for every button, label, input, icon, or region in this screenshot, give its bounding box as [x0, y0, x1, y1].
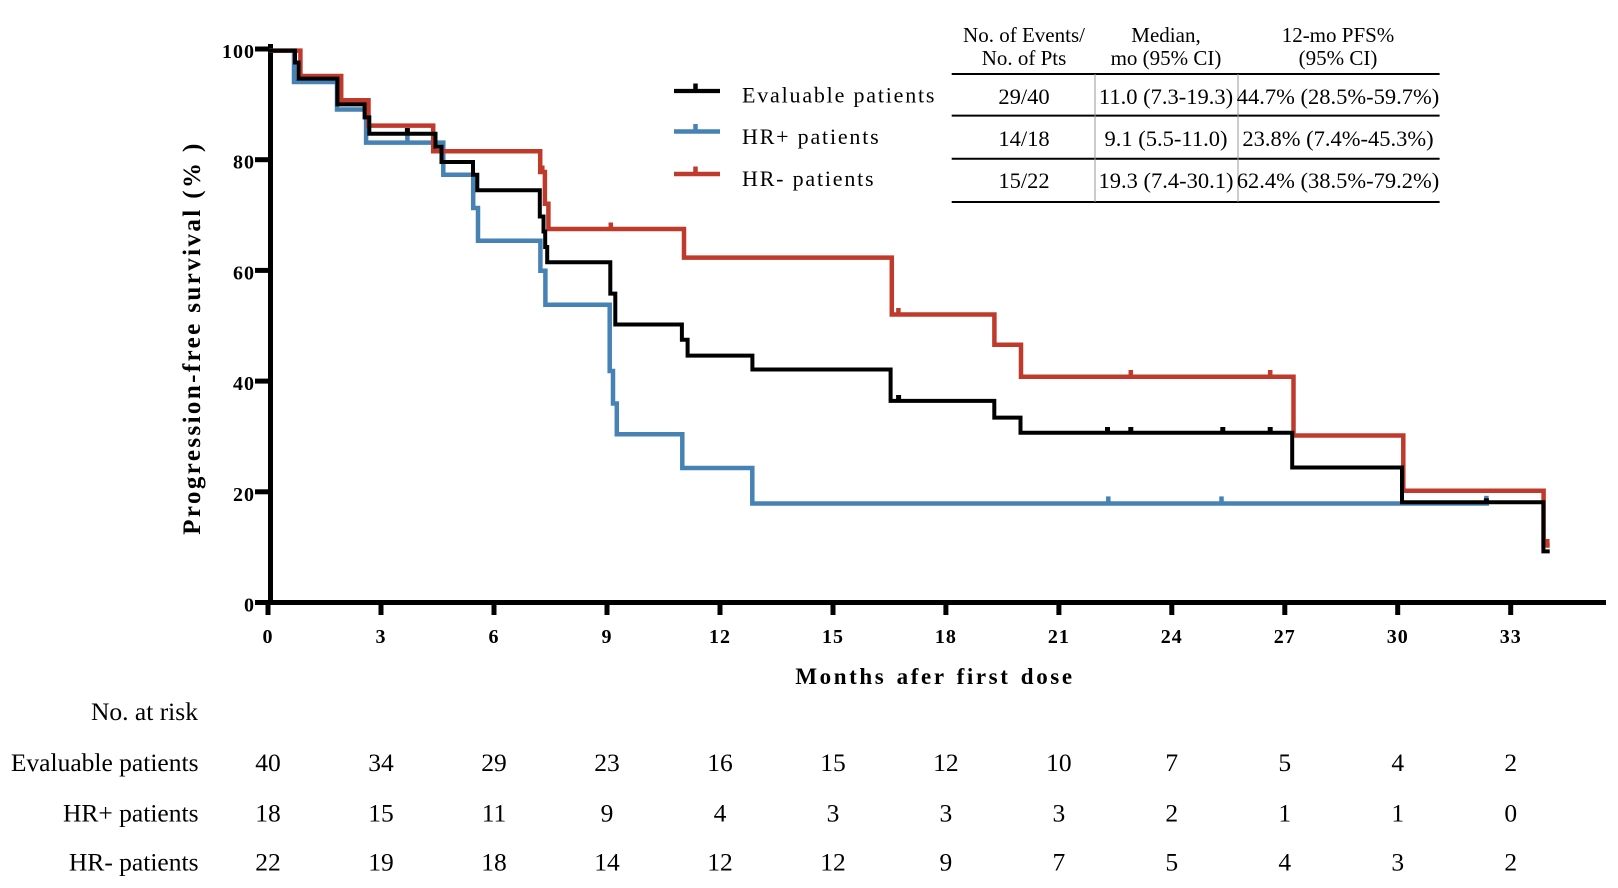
svg-text:3: 3 [376, 626, 387, 648]
svg-text:(95% CI): (95% CI) [1299, 46, 1378, 70]
svg-text:16: 16 [707, 748, 733, 777]
svg-text:60: 60 [233, 262, 255, 284]
svg-text:9: 9 [940, 848, 953, 877]
svg-text:23.8% (7.4%-45.3%): 23.8% (7.4%-45.3%) [1242, 126, 1433, 151]
svg-text:No. at risk: No. at risk [91, 697, 198, 726]
svg-text:9.1 (5.5-11.0): 9.1 (5.5-11.0) [1105, 126, 1228, 151]
svg-text:23: 23 [594, 748, 620, 777]
svg-text:9: 9 [601, 799, 614, 828]
svg-text:29: 29 [481, 748, 507, 777]
svg-text:19.3 (7.4-30.1): 19.3 (7.4-30.1) [1099, 168, 1234, 193]
svg-text:18: 18 [935, 626, 957, 648]
svg-text:29/40: 29/40 [998, 84, 1049, 109]
svg-text:62.4% (38.5%-79.2%): 62.4% (38.5%-79.2%) [1237, 168, 1439, 193]
svg-text:27: 27 [1274, 626, 1296, 648]
svg-text:18: 18 [255, 799, 281, 828]
svg-text:40: 40 [233, 373, 255, 395]
svg-text:24: 24 [1161, 626, 1183, 648]
svg-text:0: 0 [263, 626, 274, 648]
svg-text:30: 30 [1387, 626, 1409, 648]
svg-text:4: 4 [1278, 848, 1291, 877]
svg-text:3: 3 [1391, 848, 1404, 877]
svg-text:3: 3 [1053, 799, 1066, 828]
svg-text:1: 1 [1278, 799, 1291, 828]
svg-text:4: 4 [714, 799, 727, 828]
svg-text:No. of Pts: No. of Pts [982, 46, 1067, 70]
svg-text:10: 10 [1046, 748, 1072, 777]
svg-text:22: 22 [255, 848, 281, 877]
svg-text:11.0 (7.3-19.3): 11.0 (7.3-19.3) [1099, 84, 1233, 109]
svg-text:15: 15 [822, 626, 844, 648]
svg-text:HR- patients: HR- patients [69, 848, 199, 877]
svg-text:12: 12 [709, 626, 731, 648]
svg-text:7: 7 [1053, 848, 1066, 877]
svg-text:80: 80 [233, 152, 255, 174]
svg-text:0: 0 [1504, 799, 1517, 828]
svg-text:15/22: 15/22 [998, 168, 1049, 193]
svg-text:mo (95% CI): mo (95% CI) [1111, 46, 1222, 70]
svg-text:HR+ patients: HR+ patients [63, 799, 199, 828]
svg-text:2: 2 [1504, 848, 1517, 877]
svg-text:HR- patients: HR- patients [742, 166, 875, 191]
svg-text:Evaluable patients: Evaluable patients [11, 748, 199, 777]
svg-text:5: 5 [1165, 848, 1178, 877]
svg-text:14/18: 14/18 [998, 126, 1049, 151]
svg-text:18: 18 [481, 848, 507, 877]
svg-text:21: 21 [1048, 626, 1070, 648]
svg-text:Progression-free survival (% ): Progression-free survival (% ) [179, 141, 206, 534]
svg-text:12: 12 [820, 848, 846, 877]
svg-text:No. of Events/: No. of Events/ [963, 23, 1085, 47]
svg-text:33: 33 [1500, 626, 1522, 648]
svg-text:20: 20 [233, 484, 255, 506]
svg-text:1: 1 [1391, 799, 1404, 828]
svg-text:HR+ patients: HR+ patients [742, 124, 881, 149]
svg-text:0: 0 [244, 595, 255, 617]
svg-text:2: 2 [1504, 748, 1517, 777]
svg-text:100: 100 [222, 41, 255, 63]
svg-text:Months afer first dose: Months afer first dose [795, 664, 1074, 689]
svg-text:44.7% (28.5%-59.7%): 44.7% (28.5%-59.7%) [1237, 84, 1439, 109]
svg-text:15: 15 [368, 799, 394, 828]
svg-text:19: 19 [368, 848, 394, 877]
svg-text:3: 3 [940, 799, 953, 828]
svg-text:Median,: Median, [1131, 23, 1200, 47]
svg-text:Evaluable patients: Evaluable patients [742, 83, 936, 108]
svg-text:34: 34 [368, 748, 394, 777]
svg-text:4: 4 [1391, 748, 1404, 777]
svg-text:2: 2 [1165, 799, 1178, 828]
svg-text:12: 12 [707, 848, 733, 877]
svg-text:11: 11 [482, 799, 507, 828]
svg-text:6: 6 [489, 626, 500, 648]
svg-text:15: 15 [820, 748, 846, 777]
svg-text:40: 40 [255, 748, 281, 777]
svg-text:5: 5 [1278, 748, 1291, 777]
svg-text:12: 12 [933, 748, 959, 777]
svg-text:14: 14 [594, 848, 620, 877]
svg-text:7: 7 [1165, 748, 1178, 777]
svg-text:12-mo PFS%: 12-mo PFS% [1282, 23, 1395, 47]
svg-text:3: 3 [827, 799, 840, 828]
svg-text:9: 9 [602, 626, 613, 648]
